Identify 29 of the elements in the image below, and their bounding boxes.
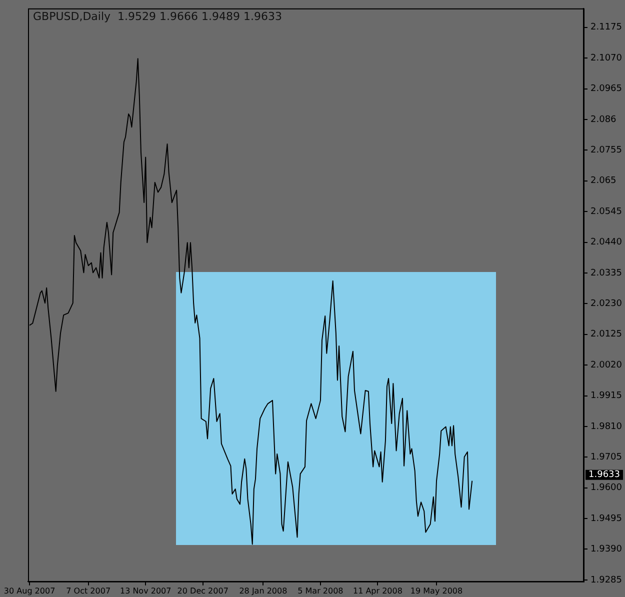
y-tick-label: 1.9285	[590, 575, 622, 586]
y-tick-label: 1.9390	[590, 544, 622, 555]
x-tick-label: 13 Nov 2007	[120, 586, 172, 596]
x-tick-label: 7 Oct 2007	[66, 586, 111, 596]
y-tick-label: 2.0965	[590, 84, 622, 94]
x-tick-label: 28 Jan 2008	[239, 586, 288, 596]
y-tick-label: 1.9600	[590, 483, 622, 494]
x-tick-label: 30 Aug 2007	[4, 586, 56, 596]
y-tick-label: 2.0125	[590, 330, 622, 340]
y-tick-label: 1.9810	[590, 422, 622, 432]
y-tick-label: 2.1175	[590, 22, 622, 33]
y-tick-label: 2.0230	[590, 299, 622, 310]
text: 1.9633	[588, 470, 620, 480]
chart-title: GBPUSD,Daily 1.9529 1.9666 1.9489 1.9633	[33, 10, 282, 23]
y-tick-label: 2.086	[590, 114, 617, 125]
y-tick-label: 2.0440	[590, 238, 622, 248]
y-tick-label: 1.9705	[590, 452, 622, 462]
x-tick-label: 5 Mar 2008	[298, 586, 344, 596]
x-tick-label: 20 Dec 2007	[177, 586, 228, 596]
y-tick-label: 1.9915	[590, 391, 622, 402]
x-tick-label: 19 May 2008	[410, 586, 463, 596]
x-tick-label: 11 Apr 2008	[352, 586, 402, 596]
y-tick-label: 1.9495	[590, 514, 622, 524]
y-tick-label: 2.1070	[590, 53, 622, 64]
y-tick-label: 2.065	[590, 176, 616, 186]
y-tick-label: 2.0545	[590, 206, 622, 217]
y-tick-label: 2.0020	[590, 360, 622, 370]
y-tick-label: 2.0335	[590, 268, 622, 278]
y-tick-label: 2.0755	[590, 146, 622, 156]
